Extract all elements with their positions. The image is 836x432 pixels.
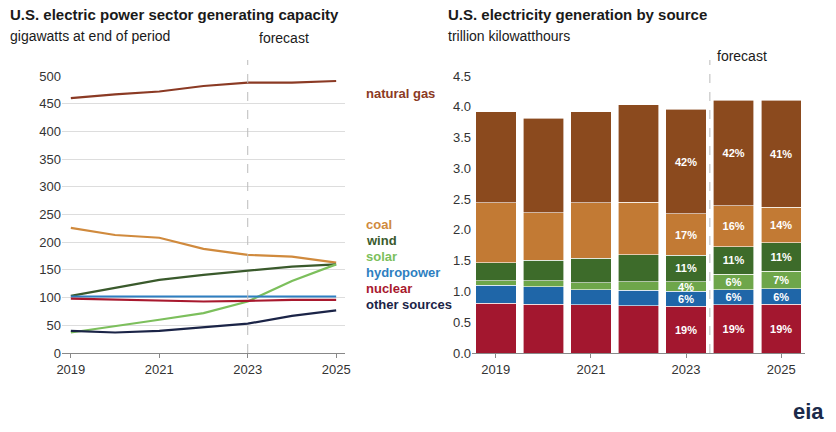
svg-text:U.S. electricity generation by: U.S. electricity generation by source xyxy=(448,6,707,23)
svg-text:eia: eia xyxy=(793,399,824,424)
svg-text:19%: 19% xyxy=(675,324,697,336)
svg-text:6%: 6% xyxy=(773,291,789,303)
svg-text:3.5: 3.5 xyxy=(453,130,471,145)
svg-text:coal: coal xyxy=(366,217,392,232)
svg-text:50: 50 xyxy=(47,318,61,333)
svg-text:400: 400 xyxy=(39,124,61,139)
svg-text:4.5: 4.5 xyxy=(453,69,471,84)
svg-text:2019: 2019 xyxy=(56,362,85,377)
svg-text:1.5: 1.5 xyxy=(453,253,471,268)
svg-text:100: 100 xyxy=(39,290,61,305)
svg-text:0.5: 0.5 xyxy=(453,315,471,330)
svg-text:150: 150 xyxy=(39,262,61,277)
svg-text:0.0: 0.0 xyxy=(453,346,471,361)
svg-text:4%: 4% xyxy=(678,281,694,293)
svg-text:2.5: 2.5 xyxy=(453,192,471,207)
svg-text:2021: 2021 xyxy=(145,362,174,377)
svg-text:350: 350 xyxy=(39,152,61,167)
svg-text:U.S. electric power sector gen: U.S. electric power sector generating ca… xyxy=(10,6,339,23)
svg-text:4.0: 4.0 xyxy=(453,99,471,114)
svg-text:hydropower: hydropower xyxy=(366,265,440,280)
svg-text:forecast: forecast xyxy=(259,30,309,46)
svg-text:17%: 17% xyxy=(675,229,697,241)
svg-text:6%: 6% xyxy=(726,276,742,288)
svg-text:wind: wind xyxy=(366,233,397,248)
svg-text:1.0: 1.0 xyxy=(453,284,471,299)
svg-text:19%: 19% xyxy=(723,323,745,335)
svg-text:19%: 19% xyxy=(770,323,792,335)
svg-text:16%: 16% xyxy=(723,220,745,232)
svg-text:2.0: 2.0 xyxy=(453,222,471,237)
svg-text:gigawatts at end of period: gigawatts at end of period xyxy=(10,28,170,44)
svg-text:0: 0 xyxy=(54,346,61,361)
svg-text:250: 250 xyxy=(39,207,61,222)
svg-text:11%: 11% xyxy=(770,251,792,263)
svg-text:2025: 2025 xyxy=(322,362,351,377)
svg-text:6%: 6% xyxy=(726,291,742,303)
svg-text:42%: 42% xyxy=(723,147,745,159)
svg-text:6%: 6% xyxy=(678,293,694,305)
svg-text:forecast: forecast xyxy=(717,48,767,64)
svg-text:14%: 14% xyxy=(770,219,792,231)
svg-text:7%: 7% xyxy=(773,274,789,286)
svg-text:500: 500 xyxy=(39,69,61,84)
svg-text:41%: 41% xyxy=(770,148,792,160)
svg-text:450: 450 xyxy=(39,96,61,111)
svg-text:2023: 2023 xyxy=(672,362,701,377)
svg-text:other sources: other sources xyxy=(366,297,452,312)
svg-text:2025: 2025 xyxy=(767,362,796,377)
svg-text:300: 300 xyxy=(39,179,61,194)
svg-text:200: 200 xyxy=(39,235,61,250)
svg-text:solar: solar xyxy=(366,249,397,264)
svg-text:11%: 11% xyxy=(675,262,697,274)
svg-text:2019: 2019 xyxy=(481,362,510,377)
svg-text:42%: 42% xyxy=(675,156,697,168)
svg-text:2021: 2021 xyxy=(576,362,605,377)
svg-text:trillion kilowatthours: trillion kilowatthours xyxy=(448,28,570,44)
svg-text:2023: 2023 xyxy=(233,362,262,377)
svg-text:nuclear: nuclear xyxy=(366,281,412,296)
svg-text:11%: 11% xyxy=(723,254,745,266)
svg-text:3.0: 3.0 xyxy=(453,161,471,176)
svg-text:natural gas: natural gas xyxy=(366,86,435,101)
